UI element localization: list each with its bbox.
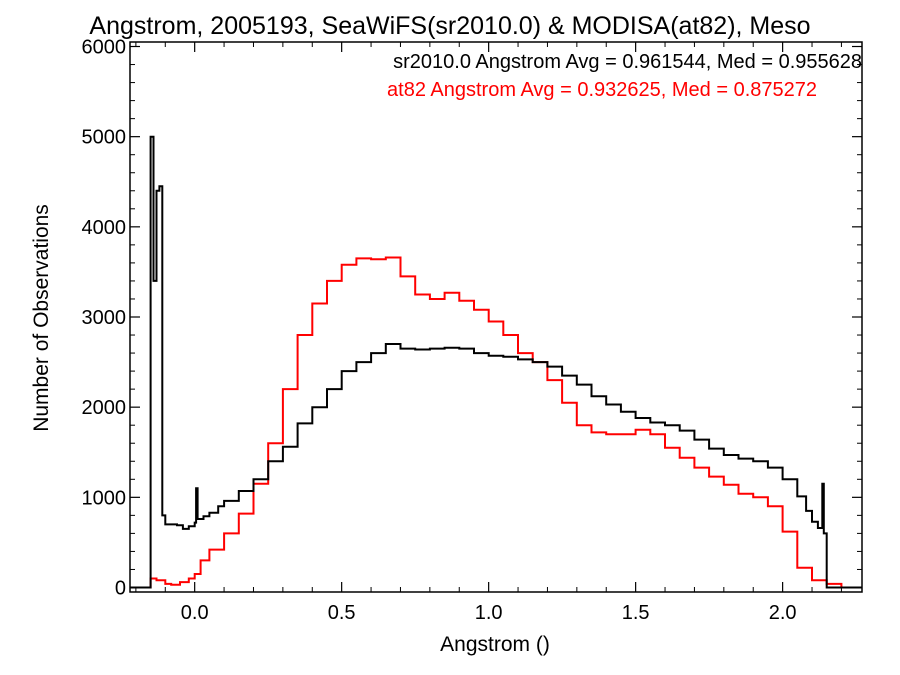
x-tick-label: 1.5 — [622, 602, 650, 624]
plot-frame — [129, 41, 863, 593]
red-histogram-series — [130, 256, 862, 589]
y-tick-label: 5000 — [82, 127, 127, 149]
y-tick-label: 6000 — [82, 37, 127, 59]
y-tick-label: 4000 — [82, 217, 127, 239]
y-tick-label: 0 — [115, 577, 126, 599]
red-series-stats: at82 Angstrom Avg = 0.932625, Med = 0.87… — [387, 79, 817, 101]
y-tick-label: 3000 — [82, 307, 127, 329]
axis-ticks: 0.0 0.5 1.0 1.5 2.0 0 1000 2000 3000 4000 5000 6000 — [82, 37, 862, 624]
y-tick-label: 1000 — [82, 487, 127, 509]
x-tick-label: 0.0 — [181, 602, 209, 624]
black-series-stats: sr2010.0 Angstrom Avg = 0.961544, Med = … — [393, 51, 862, 73]
series-layer — [130, 135, 862, 589]
black-histogram-series — [130, 135, 862, 589]
chart-title: Angstrom, 2005193, SeaWiFS(sr2010.0) & M… — [89, 12, 810, 40]
x-tick-label: 2.0 — [769, 602, 797, 624]
y-axis-label: Number of Observations — [30, 204, 53, 432]
y-tick-label: 2000 — [82, 397, 127, 419]
x-tick-label: 0.5 — [328, 602, 356, 624]
x-tick-label: 1.0 — [475, 602, 503, 624]
x-axis-label: Angstrom () — [440, 633, 550, 656]
